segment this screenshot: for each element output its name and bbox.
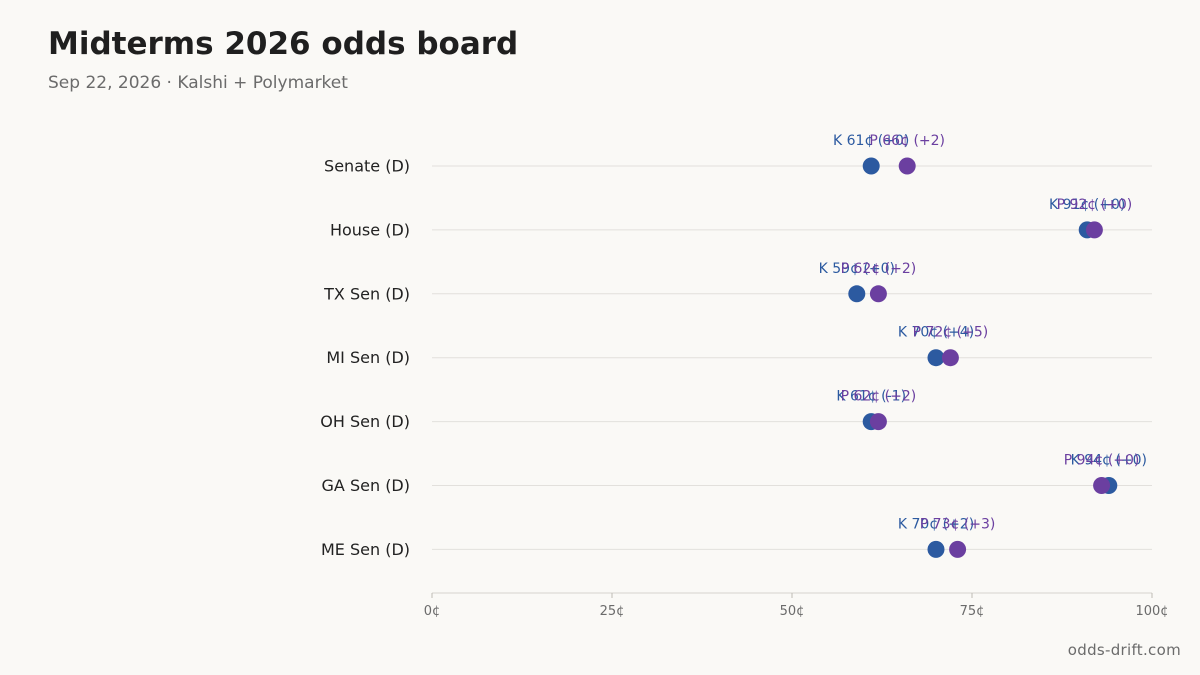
kalshi-value-label: K 91¢ (+0): [1049, 197, 1125, 213]
chart-subtitle: Sep 22, 2026 · Kalshi + Polymarket: [48, 73, 348, 93]
polymarket-value-label: P 62¢ (+2): [841, 261, 917, 277]
kalshi-dot: [848, 285, 866, 303]
polymarket-value-label: P 72¢ (+5): [913, 325, 989, 341]
kalshi-value-label: K 70¢ (+4): [898, 325, 974, 341]
polymarket-dot: [1085, 221, 1103, 239]
row-label: House (D): [330, 220, 410, 239]
kalshi-value-label: K 70¢ (+2): [898, 516, 974, 532]
kalshi-dot: [927, 349, 945, 367]
polymarket-dot: [1093, 477, 1111, 494]
kalshi-value-label: K 61¢ (+0): [833, 133, 909, 149]
row-label: OH Sen (D): [320, 412, 410, 431]
chart-title: Midterms 2026 odds board: [48, 26, 519, 62]
polymarket-dot: [869, 285, 887, 303]
row-label: Senate (D): [324, 157, 410, 176]
row-label: ME Sen (D): [321, 540, 410, 559]
row-label: MI Sen (D): [326, 348, 410, 367]
x-tick-label: 50¢: [780, 604, 805, 619]
polymarket-dot: [941, 349, 959, 367]
kalshi-dot: [927, 540, 945, 558]
row-label: TX Sen (D): [323, 284, 410, 303]
kalshi-value-label: K 59¢ (+0): [819, 261, 895, 277]
x-tick-label: 100¢: [1135, 604, 1168, 619]
row-label: GA Sen (D): [322, 476, 410, 495]
polymarket-value-label: P 73¢ (+3): [920, 516, 996, 532]
x-tick-label: 25¢: [600, 604, 625, 619]
kalshi-dot: [862, 157, 880, 175]
source-footer: odds-drift.com: [1067, 641, 1181, 659]
polymarket-value-label: P 62¢ (+2): [841, 389, 917, 405]
polymarket-dot: [869, 413, 887, 431]
x-tick-label: 0¢: [424, 604, 441, 619]
x-tick-label: 75¢: [960, 604, 985, 619]
kalshi-value-label: K 61¢ (-1): [836, 389, 906, 405]
kalshi-value-label: K 94¢ (+0): [1071, 453, 1147, 469]
polymarket-dot: [949, 540, 967, 558]
polymarket-value-label: P 92¢ (+0): [1057, 197, 1133, 213]
polymarket-value-label: P 94¢ (+0): [1064, 453, 1140, 469]
polymarket-value-label: P 66¢ (+2): [869, 133, 945, 149]
polymarket-dot: [898, 157, 916, 175]
